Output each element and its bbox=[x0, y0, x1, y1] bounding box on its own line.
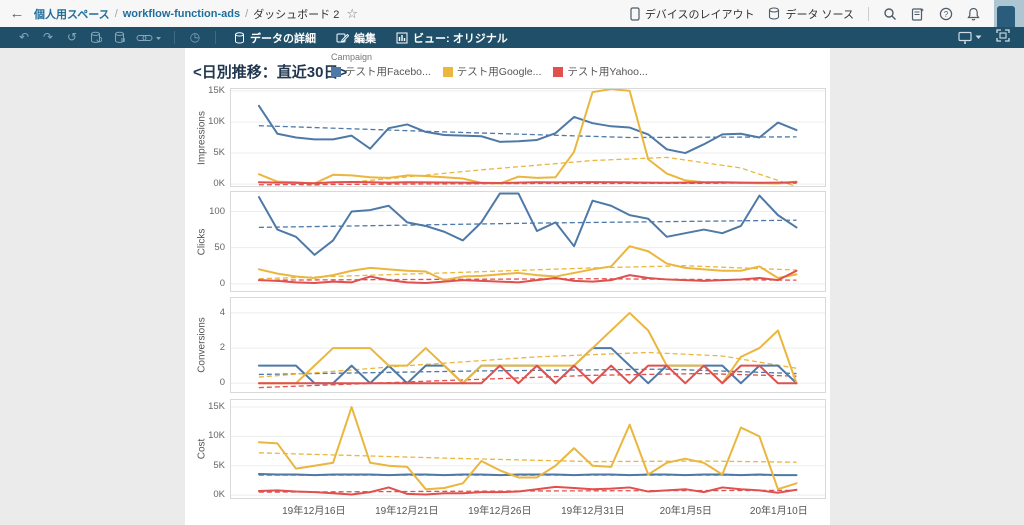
conversions-y-ticks: 4 2 0 bbox=[185, 297, 225, 393]
chart-clicks: Clicks 100 50 0 bbox=[185, 191, 830, 292]
chart-impressions: Impressions 15K 10K 5K 0K bbox=[185, 84, 830, 190]
y-tick-label: 0K bbox=[213, 489, 225, 501]
y-tick-label: 15K bbox=[208, 84, 225, 96]
device-layout-button[interactable]: デバイスのレイアウト bbox=[630, 6, 754, 22]
view-chart-icon bbox=[396, 32, 408, 44]
legend-item-yahoo[interactable]: テスト用Yahoo... bbox=[553, 64, 648, 79]
legend-item-google[interactable]: テスト用Google... bbox=[442, 64, 541, 79]
present-icon[interactable] bbox=[958, 31, 982, 44]
breadcrumb-workbook[interactable]: workflow-function-ads bbox=[122, 7, 241, 20]
y-tick-label: 0K bbox=[213, 178, 225, 190]
data-source-button[interactable]: データ ソース bbox=[768, 6, 854, 22]
bell-icon[interactable] bbox=[967, 7, 980, 21]
dashboard-title: <日別推移：直近30日> bbox=[193, 64, 348, 81]
impressions-y-ticks: 15K 10K 5K 0K bbox=[185, 84, 225, 190]
toolbar: ↶ ↷ ↺ ◷ データの詳細 編集 ビュー: オリジナル bbox=[0, 27, 1024, 48]
dashboard-panel: <日別推移：直近30日> Campaign テスト用Facebo... テスト用… bbox=[185, 48, 830, 525]
top-bar: ← 個人用スペース / workflow-function-ads / ダッシュ… bbox=[0, 0, 1024, 27]
clicks-plot[interactable] bbox=[230, 191, 826, 292]
view-original-button[interactable]: ビュー: オリジナル bbox=[386, 27, 518, 48]
y-tick-label: 15K bbox=[208, 401, 225, 413]
legend: Campaign テスト用Facebo... テスト用Google... テスト… bbox=[331, 52, 648, 79]
help-icon[interactable]: ? bbox=[939, 7, 953, 21]
y-tick-label: 5K bbox=[213, 459, 225, 471]
favorite-star-icon[interactable]: ☆ bbox=[346, 5, 358, 21]
x-axis-labels: 19年12月16日 19年12月21日 19年12月26日 19年12月31日 20年1… bbox=[185, 502, 830, 520]
x-tick-label: 20年1月5日 bbox=[659, 506, 712, 517]
clicks-y-ticks: 100 50 0 bbox=[185, 191, 225, 292]
y-tick-label: 0 bbox=[219, 377, 225, 389]
back-button[interactable]: ← bbox=[9, 5, 25, 22]
cost-plot[interactable] bbox=[230, 399, 826, 499]
x-tick-label: 19年12月31日 bbox=[561, 506, 625, 517]
edit-button[interactable]: 編集 bbox=[326, 27, 386, 48]
main-area: <日別推移：直近30日> Campaign テスト用Facebo... テスト用… bbox=[0, 48, 1024, 525]
impressions-plot[interactable] bbox=[230, 88, 826, 187]
y-tick-label: 5K bbox=[213, 147, 225, 159]
x-tick-label: 19年12月26日 bbox=[468, 506, 532, 517]
search-icon[interactable] bbox=[883, 7, 897, 21]
legend-item-facebook[interactable]: テスト用Facebo... bbox=[331, 64, 431, 79]
y-tick-label: 100 bbox=[209, 205, 225, 217]
pause-datasource-icon[interactable] bbox=[108, 31, 132, 44]
breadcrumb: 個人用スペース / workflow-function-ads / ダッシュボー… bbox=[34, 7, 340, 21]
facebook-swatch bbox=[331, 66, 341, 77]
y-tick-label: 50 bbox=[214, 241, 225, 253]
undo-icon[interactable]: ↶ bbox=[18, 30, 30, 44]
performance-icon[interactable]: ◷ bbox=[189, 30, 201, 44]
data-details-button[interactable]: データの詳細 bbox=[224, 27, 326, 48]
fullscreen-icon[interactable] bbox=[996, 28, 1010, 47]
redo-icon[interactable]: ↷ bbox=[42, 30, 54, 44]
y-tick-label: 10K bbox=[208, 115, 225, 127]
y-tick-label: 10K bbox=[208, 430, 225, 442]
cost-y-ticks: 15K 10K 5K 0K bbox=[185, 399, 225, 501]
user-avatar[interactable] bbox=[994, 0, 1024, 27]
x-tick-label: 20年1月10日 bbox=[749, 506, 808, 517]
edit-pencil-icon bbox=[336, 32, 349, 44]
x-tick-label: 19年12月16日 bbox=[282, 506, 346, 517]
breadcrumb-personal-space[interactable]: 個人用スペース bbox=[34, 8, 110, 21]
legend-title: Campaign bbox=[331, 52, 373, 62]
refresh-datasource-icon[interactable] bbox=[84, 31, 108, 44]
link-icon[interactable] bbox=[132, 33, 166, 43]
y-tick-label: 0 bbox=[219, 277, 225, 289]
x-tick-label: 19年12月21日 bbox=[375, 506, 439, 517]
svg-text:?: ? bbox=[944, 10, 949, 19]
yahoo-swatch bbox=[553, 66, 564, 77]
breadcrumb-dashboard: ダッシュボード 2 bbox=[253, 8, 340, 21]
device-icon bbox=[630, 6, 640, 21]
google-swatch bbox=[442, 66, 453, 77]
chart-cost: Cost 15K 10K 5K 0K bbox=[185, 399, 830, 501]
conversions-plot[interactable] bbox=[230, 297, 826, 393]
y-tick-label: 2 bbox=[219, 342, 225, 354]
notebook-icon[interactable] bbox=[911, 7, 925, 21]
datasource-icon bbox=[768, 7, 780, 20]
database-icon bbox=[234, 31, 245, 44]
revert-icon[interactable]: ↺ bbox=[66, 30, 78, 44]
y-tick-label: 4 bbox=[219, 306, 225, 318]
